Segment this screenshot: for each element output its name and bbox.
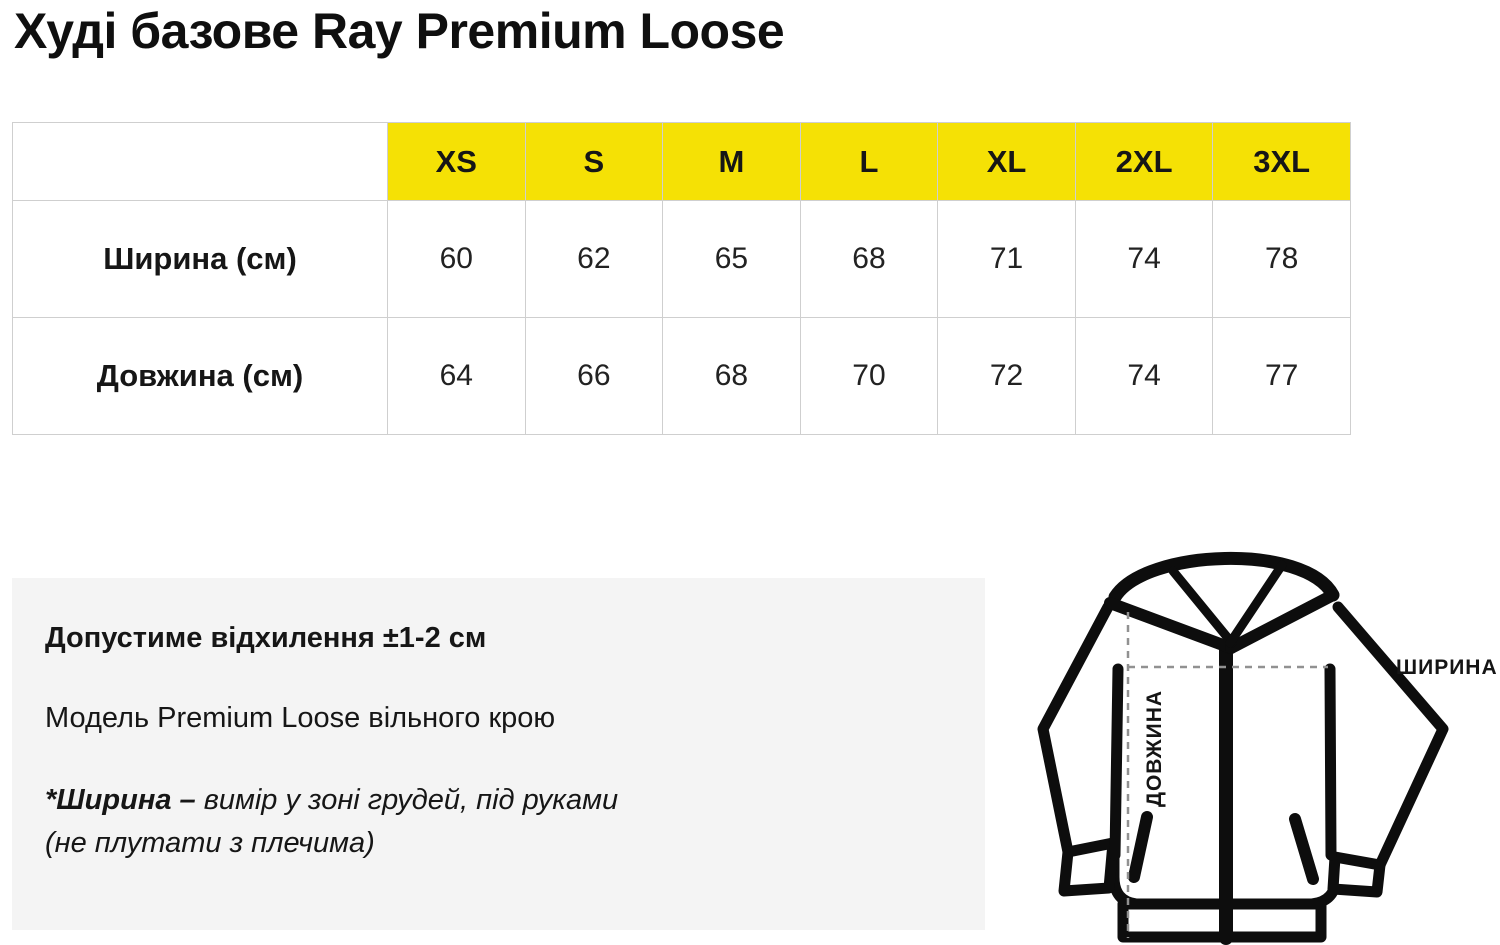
size-col-header-2xl: 2XL	[1074, 122, 1214, 201]
length-value-3xl: 77	[1212, 317, 1351, 435]
hoodie-right-cuff	[1327, 851, 1386, 898]
hoodie-right-sleeve	[1329, 607, 1443, 865]
row-label-width: Ширина (см)	[12, 200, 388, 318]
table-row-width: Ширина (см) 60 62 65 68 71 74 78	[12, 200, 1351, 318]
tolerance-note: Допустиме відхилення ±1-2 см	[45, 622, 487, 654]
size-col-header-xs: XS	[387, 122, 526, 201]
width-note-term: *Ширина –	[45, 784, 196, 816]
size-table: XS S M L XL 2XL 3XL Ширина (см) 60 62 65…	[12, 122, 1351, 435]
width-value-2xl: 74	[1074, 200, 1214, 318]
hoodie-left-sleeve	[1043, 607, 1117, 852]
width-note-text: вимір у зоні грудей, під руками	[195, 784, 619, 816]
size-col-header-s: S	[524, 122, 664, 201]
table-corner-cell	[12, 122, 388, 201]
width-measure-note: *Ширина – вимір у зоні грудей, під рукам…	[45, 779, 945, 865]
hoodie-diagram: ШИРИНА ДОВЖИНА	[1030, 547, 1500, 945]
length-value-xs: 64	[387, 317, 526, 435]
size-col-header-3xl: 3XL	[1212, 122, 1351, 201]
length-value-xl: 72	[937, 317, 1076, 435]
hoodie-left-cuff	[1058, 837, 1119, 897]
length-value-m: 68	[662, 317, 801, 435]
hoodie-hood	[1115, 558, 1333, 648]
width-value-s: 62	[524, 200, 664, 318]
hoodie-right-pocket	[1289, 813, 1319, 885]
width-value-3xl: 78	[1212, 200, 1351, 318]
length-value-l: 70	[799, 317, 939, 435]
width-value-xs: 60	[387, 200, 526, 318]
size-table-container: XS S M L XL 2XL 3XL Ширина (см) 60 62 65…	[12, 122, 1351, 435]
width-value-m: 65	[662, 200, 801, 318]
notes-panel: Допустиме відхилення ±1-2 см Модель Prem…	[12, 578, 985, 930]
length-value-2xl: 74	[1074, 317, 1214, 435]
length-value-s: 66	[524, 317, 664, 435]
page-title: Худі базове Ray Premium Loose	[14, 3, 785, 59]
length-label: ДОВЖИНА	[1143, 690, 1166, 807]
size-col-header-xl: XL	[937, 122, 1076, 201]
width-value-l: 68	[799, 200, 939, 318]
row-label-length: Довжина (см)	[12, 317, 388, 435]
width-note-line2: (не плутати з плечима)	[45, 826, 375, 859]
size-col-header-l: L	[799, 122, 939, 201]
model-note: Модель Premium Loose вільного крою	[45, 702, 556, 734]
size-table-header-row: XS S M L XL 2XL 3XL	[12, 122, 1351, 201]
width-value-xl: 71	[937, 200, 1076, 318]
size-col-header-m: M	[662, 122, 801, 201]
hoodie-illustration: ШИРИНА ДОВЖИНА	[1037, 551, 1498, 945]
width-label: ШИРИНА	[1396, 656, 1498, 679]
table-row-length: Довжина (см) 64 66 68 70 72 74 77	[12, 317, 1351, 435]
hoodie-left-pocket	[1128, 811, 1153, 883]
